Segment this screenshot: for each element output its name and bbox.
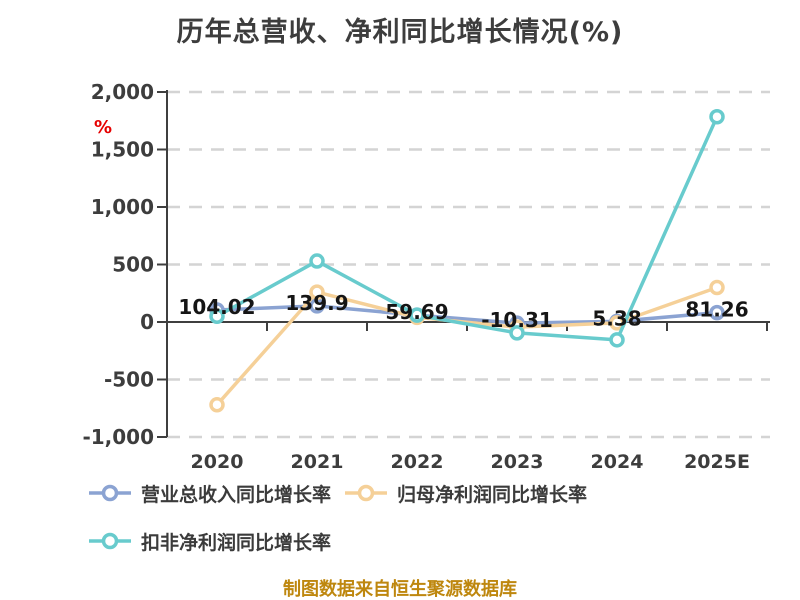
legend-item-nonrecurring-profit-growth: 扣非净利润同比增长率 bbox=[88, 529, 332, 554]
y-tick-label: -1,000 bbox=[82, 425, 154, 449]
y-tick-label: 2,000 bbox=[91, 80, 154, 104]
data-label: 59.69 bbox=[385, 300, 448, 324]
data-point bbox=[709, 279, 725, 296]
x-tick-label: 2022 bbox=[391, 451, 444, 473]
data-point bbox=[209, 308, 225, 324]
data-label: 5.38 bbox=[592, 306, 641, 330]
y-axis-unit-label: % bbox=[94, 117, 113, 138]
y-tick-label: 1,500 bbox=[91, 138, 154, 162]
data-point bbox=[209, 397, 225, 413]
series-line-2 bbox=[215, 114, 719, 342]
data-point bbox=[309, 253, 325, 269]
x-tick-label: 2025E bbox=[684, 451, 750, 473]
x-tick-label: 2024 bbox=[591, 451, 644, 473]
data-point bbox=[709, 108, 725, 125]
x-tick-label: 2023 bbox=[491, 451, 544, 473]
data-label: 139.9 bbox=[285, 291, 348, 315]
legend-item-net-profit-growth: 归母净利润同比增长率 bbox=[344, 481, 588, 506]
series-line-0 bbox=[215, 304, 719, 325]
x-tick-label: 2021 bbox=[291, 451, 344, 473]
y-tick-label: 0 bbox=[140, 310, 154, 334]
data-label: 81.26 bbox=[685, 298, 748, 322]
data-point bbox=[709, 304, 725, 321]
legend-label-net-profit-growth: 归母净利润同比增长率 bbox=[397, 483, 588, 506]
legend-marker-nonrecurring-icon bbox=[89, 532, 131, 550]
data-source-note: 制图数据来自恒生聚源数据库 bbox=[283, 579, 517, 600]
legend-label-nonrecurring-profit-growth: 扣非净利润同比增长率 bbox=[141, 531, 332, 554]
data-label: -10.31 bbox=[481, 308, 553, 332]
data-point bbox=[509, 325, 525, 341]
data-point bbox=[309, 284, 325, 300]
data-point bbox=[609, 332, 625, 348]
y-tick-label: -500 bbox=[104, 368, 154, 392]
legend-marker-revenue-icon bbox=[89, 484, 131, 502]
y-tick-label: 1,000 bbox=[91, 195, 154, 219]
y-tick-label: 500 bbox=[112, 253, 154, 277]
legend-marker-net-profit-icon bbox=[345, 484, 387, 502]
legend-item-revenue-growth: 营业总收入同比增长率 bbox=[88, 481, 332, 506]
legend-label-revenue-growth: 营业总收入同比增长率 bbox=[141, 483, 332, 506]
data-point bbox=[409, 307, 425, 323]
chart-title: 历年总营收、净利同比增长情况(%) bbox=[176, 17, 624, 48]
data-label: 104.02 bbox=[178, 295, 255, 319]
data-point bbox=[309, 298, 325, 314]
x-tick-label: 2020 bbox=[191, 451, 244, 473]
